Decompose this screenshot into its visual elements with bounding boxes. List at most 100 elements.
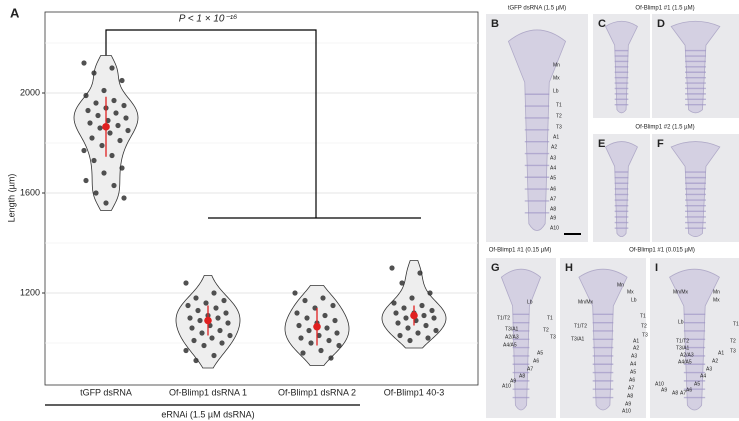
segment-label: Mx	[713, 297, 720, 303]
segment-label: T3	[556, 124, 562, 130]
data-point	[113, 110, 119, 116]
segment-label: T1	[733, 321, 739, 327]
data-point	[213, 305, 219, 311]
mean-point	[102, 122, 110, 131]
segment-label: A4	[700, 373, 706, 379]
data-point	[324, 325, 330, 331]
data-point	[425, 335, 431, 341]
data-point	[401, 305, 407, 311]
data-point	[417, 270, 423, 276]
data-point	[91, 70, 97, 76]
segment-label: A3	[706, 366, 712, 372]
data-point	[419, 302, 425, 309]
segment-label: A5	[550, 175, 556, 181]
segment-label: A7	[527, 366, 533, 372]
data-point	[326, 337, 332, 344]
data-point	[83, 92, 89, 99]
data-point	[187, 315, 193, 321]
data-point	[117, 137, 123, 144]
data-point	[423, 322, 429, 329]
data-point	[121, 102, 127, 109]
data-point	[81, 60, 87, 66]
segment-label: A4/A5	[503, 342, 517, 348]
data-point	[105, 117, 111, 124]
data-point	[397, 332, 403, 339]
segment-label: Lb	[631, 297, 637, 303]
data-point	[81, 147, 87, 154]
data-point	[119, 165, 125, 171]
data-point	[109, 152, 115, 159]
violin	[381, 260, 447, 349]
segment-label: T2	[556, 113, 562, 119]
data-point	[91, 157, 97, 164]
data-point	[93, 190, 99, 196]
segment-label: Mx	[553, 75, 560, 81]
data-point	[320, 295, 326, 301]
panel-header: Of-Blimp1 #1 (0.15 µM)	[489, 248, 551, 254]
data-point	[211, 352, 217, 359]
panel-letter: E	[598, 138, 605, 150]
segment-label: Lb	[678, 319, 684, 325]
data-point	[123, 115, 129, 121]
panel-letter: B	[491, 18, 499, 30]
segment-label: A7	[680, 390, 686, 396]
segment-label: T3/A1	[571, 336, 585, 342]
data-point	[85, 107, 91, 114]
segment-label: T1	[640, 313, 646, 319]
data-point	[294, 310, 300, 316]
segment-label: A8	[672, 390, 678, 396]
data-point	[227, 332, 233, 339]
data-point	[225, 320, 231, 326]
segment-label: A10	[655, 381, 664, 387]
data-point	[429, 307, 435, 314]
data-point	[193, 357, 199, 364]
y-tick-label: 2000	[20, 87, 40, 97]
data-point	[415, 330, 421, 336]
data-point	[223, 310, 229, 316]
segment-label: A1	[633, 338, 639, 344]
data-point	[215, 315, 221, 321]
data-point	[185, 302, 191, 309]
segment-label: A8	[627, 393, 633, 399]
mean-point	[204, 316, 212, 325]
data-point	[101, 170, 107, 176]
segment-label: T1	[547, 315, 553, 321]
segment-label: A6	[533, 358, 539, 364]
data-point	[433, 327, 439, 334]
segment-label: T3/A1	[676, 345, 690, 351]
segment-label: T1/T2	[497, 315, 510, 321]
data-point	[217, 327, 223, 334]
data-point	[308, 340, 314, 346]
panel-letter: G	[491, 262, 500, 274]
segment-label: A9	[510, 378, 516, 384]
data-point	[93, 100, 99, 106]
segment-label: A10	[550, 225, 559, 231]
segment-label: A2	[712, 358, 718, 364]
data-point	[95, 112, 101, 119]
segment-label: A8	[519, 373, 525, 379]
data-point	[316, 332, 322, 339]
data-point	[332, 317, 338, 324]
segment-label: Mn	[713, 289, 720, 295]
segment-label: T3	[550, 334, 556, 340]
mean-point	[313, 322, 321, 331]
segment-label: A9	[550, 215, 556, 221]
data-point	[109, 65, 115, 71]
data-point	[334, 330, 340, 336]
segment-label: A6	[686, 387, 692, 393]
data-point	[99, 142, 105, 149]
data-point	[183, 280, 189, 286]
segment-label: A9	[661, 387, 667, 393]
segment-label: A7	[550, 196, 556, 202]
data-point	[211, 290, 217, 296]
x-tick-label: Of-Blimp1 dsRNA 2	[278, 387, 356, 397]
panel-letter: I	[655, 262, 658, 274]
segment-label: T1/T2	[676, 338, 689, 344]
segment-label: A10	[502, 383, 511, 389]
data-point	[201, 342, 207, 349]
x-group-label: eRNAi (1.5 µM dsRNA)	[161, 409, 254, 419]
y-axis-label: Length (µm)	[6, 174, 16, 223]
data-point	[221, 297, 227, 304]
data-point	[431, 315, 437, 321]
data-point	[101, 87, 107, 94]
